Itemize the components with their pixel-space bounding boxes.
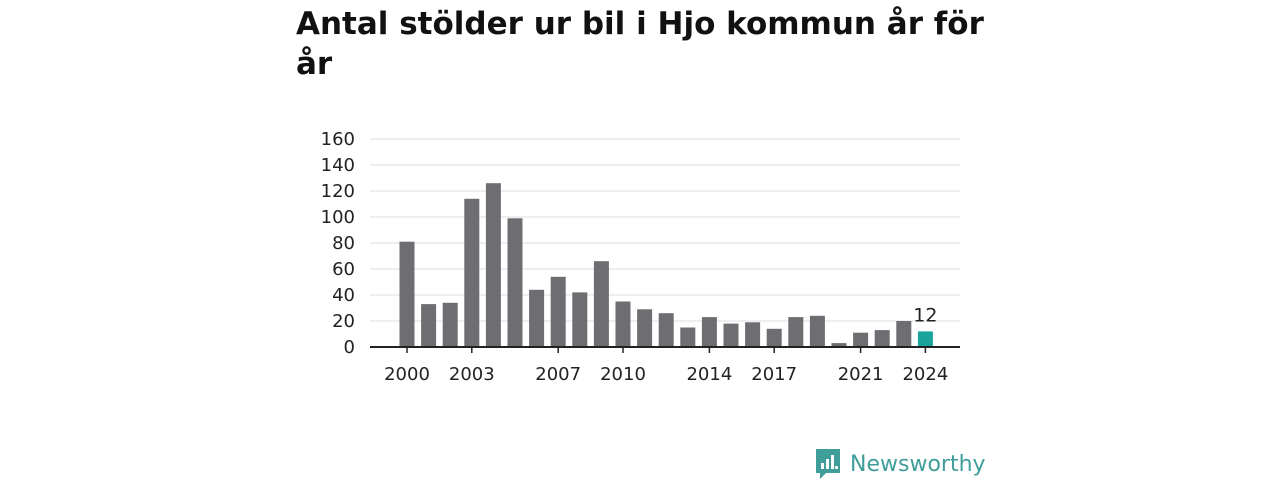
x-tick-label: 2000 (384, 364, 430, 385)
data-label-2024: 12 (913, 304, 937, 326)
y-tick-label: 80 (332, 233, 355, 254)
brand-name: Newsworthy (850, 451, 986, 477)
bar-2019 (809, 315, 825, 347)
y-tick-label: 20 (332, 311, 355, 332)
bar-2012 (658, 313, 674, 347)
bar-2001 (421, 304, 437, 347)
y-tick-label: 100 (321, 207, 355, 228)
bar-2017 (766, 328, 782, 347)
bar-2014 (701, 317, 717, 347)
bar-2007 (550, 276, 566, 347)
y-tick-label: 0 (344, 337, 355, 358)
x-tick-label: 2024 (902, 364, 948, 385)
bar-2022 (874, 330, 890, 347)
bar-2011 (637, 309, 653, 347)
y-tick-label: 160 (321, 129, 355, 150)
bar-2020 (831, 343, 847, 347)
x-axis: 2000 2003 2007 2010 2014 2017 2021 2024 (370, 346, 960, 385)
y-tick-label: 60 (332, 259, 355, 280)
x-tick-label: 2014 (686, 364, 732, 385)
newsworthy-logo-icon (816, 449, 840, 479)
x-tick-label: 2010 (600, 364, 646, 385)
bar-2010 (615, 301, 631, 347)
x-tick-label: 2007 (535, 364, 581, 385)
bar-2006 (529, 289, 545, 347)
bar-2000 (399, 241, 415, 347)
y-tick-label: 40 (332, 285, 355, 306)
bar-2002 (442, 302, 458, 347)
bar-2015 (723, 323, 739, 347)
bar-2009 (593, 261, 609, 347)
bar-2016 (745, 322, 761, 347)
bar-2004 (485, 183, 501, 347)
x-tick-label: 2021 (838, 364, 884, 385)
bar-2008 (572, 292, 588, 347)
bar-2003 (464, 198, 480, 347)
bar-2021 (853, 332, 869, 347)
gridlines (370, 138, 960, 322)
bar-2024 (917, 331, 933, 347)
newsworthy-logo: Newsworthy (814, 446, 986, 482)
data-labels: 12 (913, 304, 937, 326)
y-tick-label: 120 (321, 181, 355, 202)
bar-2005 (507, 218, 523, 347)
x-tick-label: 2003 (449, 364, 495, 385)
x-tick-label: 2017 (751, 364, 797, 385)
bar-2023 (896, 321, 912, 347)
y-tick-label: 140 (321, 155, 355, 176)
bars (399, 183, 933, 347)
bar-2013 (680, 327, 696, 347)
y-axis: 0 20 40 60 80 100 120 140 160 (321, 129, 355, 358)
chart-title: Antal stölder ur bil i Hjo kommun år för… (296, 6, 984, 82)
bar-2018 (788, 317, 804, 347)
